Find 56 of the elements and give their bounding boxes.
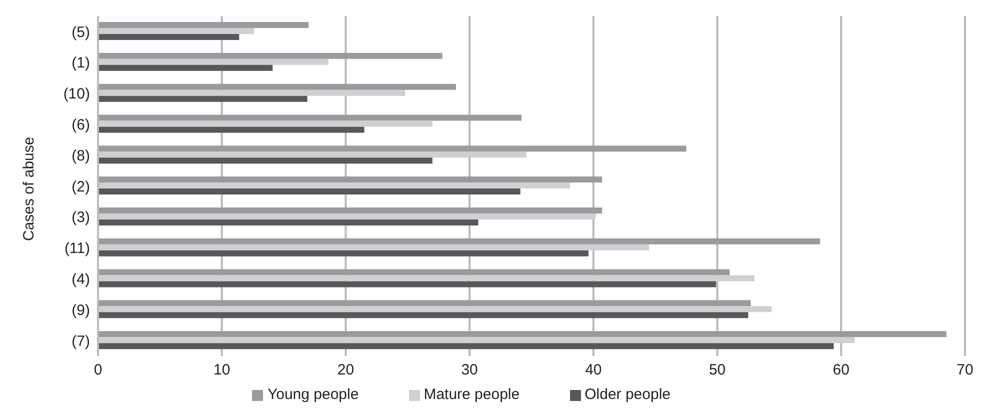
- bar: [98, 34, 240, 40]
- bar: [98, 22, 309, 28]
- bar: [98, 146, 686, 152]
- x-tick-label: 30: [461, 362, 478, 379]
- y-tick-label: (2): [72, 178, 90, 196]
- bar: [98, 152, 527, 158]
- y-tick-label: (8): [72, 147, 90, 164]
- y-tick-label: (6): [72, 116, 90, 134]
- x-tick-label: 0: [94, 362, 102, 379]
- bar: [98, 281, 716, 288]
- bar: [98, 158, 432, 164]
- y-axis-title: Cases of abuse: [20, 136, 38, 241]
- bar: [98, 300, 751, 306]
- bar: [98, 188, 520, 195]
- bar: [98, 120, 432, 127]
- bar: [98, 28, 254, 34]
- bar: [98, 207, 602, 214]
- x-tick-label: 40: [585, 362, 602, 379]
- y-tick-label: (4): [72, 271, 90, 288]
- bar: [98, 337, 855, 344]
- x-tick-label: 20: [337, 362, 354, 379]
- x-tick-label: 50: [708, 362, 726, 379]
- bar: [98, 343, 834, 350]
- legend-label: Older people: [584, 386, 671, 403]
- x-tick-label: 10: [214, 362, 230, 379]
- bar: [98, 58, 328, 65]
- y-tick-label: (10): [63, 86, 90, 103]
- bar: [98, 331, 946, 338]
- bar: [98, 238, 820, 244]
- bar: [98, 114, 522, 121]
- bar: [98, 269, 730, 276]
- y-tick-label: (11): [64, 240, 90, 258]
- bar: [98, 250, 588, 256]
- bar: [98, 96, 308, 102]
- bar: [98, 306, 772, 312]
- x-tick-label: 60: [832, 362, 850, 379]
- x-tick-label: 70: [956, 362, 974, 379]
- bar: [98, 52, 442, 59]
- y-tick-label: (5): [72, 24, 90, 41]
- legend-label: Mature people: [424, 386, 520, 403]
- bar: [98, 244, 650, 250]
- y-tick-label: (7): [72, 332, 90, 350]
- bar: [98, 90, 406, 96]
- bar: [98, 64, 273, 71]
- bar: [98, 275, 754, 282]
- bar: [98, 126, 364, 133]
- y-tick-label: (9): [72, 302, 90, 319]
- bar: [98, 213, 596, 220]
- legend-label: Young people: [267, 386, 359, 403]
- bar: [98, 219, 478, 226]
- bar: [98, 182, 570, 189]
- bar: [98, 84, 456, 90]
- y-tick-label: (1): [72, 54, 90, 72]
- bar: [98, 312, 748, 318]
- bar: [98, 176, 602, 183]
- y-tick-label: (3): [72, 209, 90, 226]
